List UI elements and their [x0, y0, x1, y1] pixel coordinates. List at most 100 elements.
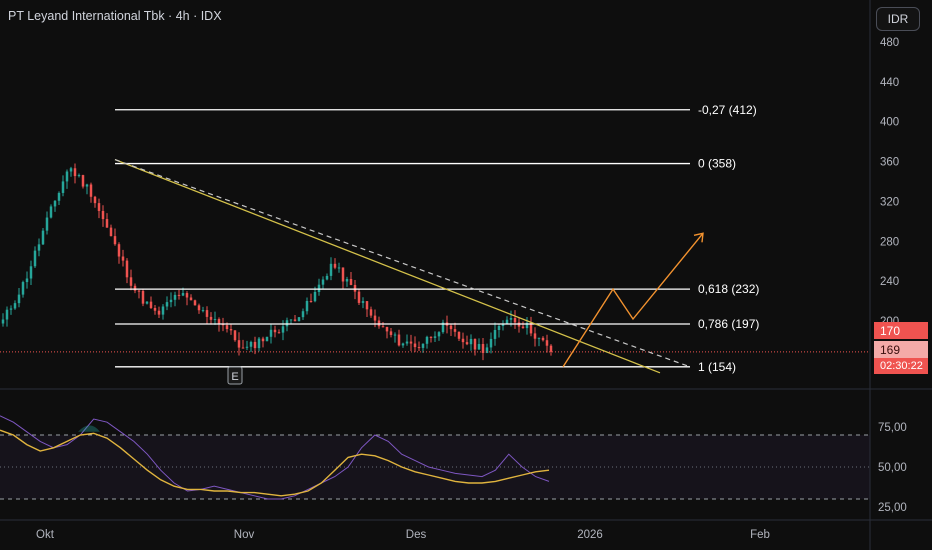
candle-body — [421, 343, 425, 348]
candle-body — [409, 341, 413, 344]
candle-body — [533, 333, 537, 339]
time-tick-label: Feb — [750, 529, 770, 541]
candle-body — [297, 317, 301, 322]
candle-body — [13, 303, 17, 309]
candle-body — [549, 345, 553, 352]
candle-body — [313, 291, 317, 302]
candle-body — [157, 310, 161, 315]
rsi-tick-label: 75,00 — [878, 422, 907, 434]
candle-body — [293, 319, 297, 322]
candle-body — [5, 309, 9, 320]
rsi-tick-label: 25,00 — [878, 502, 907, 514]
candle-body — [205, 310, 209, 317]
candle-body — [361, 301, 365, 303]
candle-body — [81, 175, 85, 187]
candle-body — [245, 346, 249, 348]
candle-body — [141, 290, 145, 304]
candle-body — [529, 322, 533, 334]
candle-body — [93, 196, 97, 204]
time-tick-label: Okt — [36, 529, 55, 541]
candle-body — [329, 263, 333, 276]
candle-body — [393, 334, 397, 336]
candle-body — [281, 326, 285, 333]
time-tick-label: Nov — [234, 529, 255, 541]
candle-body — [417, 347, 421, 349]
price-tick-label: 280 — [880, 236, 899, 248]
candle-body — [197, 305, 201, 311]
axes: 48044040036032028024020075,0050,0025,00O… — [36, 37, 907, 541]
candle-body — [489, 338, 493, 348]
candle-body — [201, 310, 205, 312]
currency-button[interactable]: IDR — [876, 7, 920, 31]
candle-body — [73, 168, 77, 177]
candle-body — [233, 330, 237, 341]
candle-body — [289, 319, 293, 321]
candle-body — [181, 293, 185, 296]
trendline-solid — [114, 158, 661, 374]
candle-body — [229, 329, 233, 331]
candle-body — [349, 279, 353, 285]
candle-body — [45, 217, 49, 231]
candle-body — [37, 244, 41, 251]
candle-body — [477, 344, 481, 350]
candle-body — [61, 181, 65, 193]
candle-body — [241, 347, 245, 349]
candle-body — [41, 230, 45, 245]
event-marker-box — [227, 366, 243, 385]
candle-body — [273, 329, 277, 333]
candle-body — [133, 285, 137, 291]
trendlines: E — [114, 158, 704, 385]
candle-body — [545, 340, 549, 346]
candle-body — [541, 337, 545, 341]
candle-body — [485, 347, 489, 353]
candle-body — [193, 300, 197, 306]
price-tick-label: 240 — [880, 276, 899, 288]
candle-body — [301, 311, 305, 318]
candle-body — [385, 326, 389, 332]
candle-body — [69, 168, 73, 172]
candle-body — [337, 267, 341, 269]
candle-body — [149, 301, 153, 308]
candle-body — [121, 256, 125, 261]
candle-body — [189, 297, 193, 301]
candle-body — [217, 319, 221, 325]
fib-level-label: 0,786 (197) — [698, 317, 759, 331]
candlestick-series — [0, 163, 870, 361]
candle-body — [85, 184, 89, 187]
candle-body — [1, 319, 5, 324]
candle-body — [269, 329, 273, 337]
candle-body — [77, 175, 81, 177]
rsi-tick-label: 50,00 — [878, 462, 907, 474]
rsi-overbought-fill — [78, 425, 100, 432]
rsi-indicator — [0, 415, 870, 500]
candle-body — [497, 326, 501, 330]
event-marker-label: E — [231, 371, 238, 383]
candle-body — [357, 291, 361, 303]
candle-body — [481, 344, 485, 353]
price-badge-countdown: 02:30:22 — [874, 358, 928, 374]
candle-body — [305, 300, 309, 312]
candle-body — [145, 301, 149, 304]
price-badge-upper: 170 — [874, 322, 928, 339]
candle-body — [389, 331, 393, 335]
candle-body — [9, 308, 13, 310]
candle-body — [261, 338, 265, 342]
candle-body — [21, 282, 25, 295]
fibonacci-levels: -0,27 (412) 0 (358) 0,618 (232) 0,786 (197)… — [115, 103, 759, 374]
candle-body — [137, 290, 141, 292]
fib-level-label: 0 (358) — [698, 157, 736, 171]
candle-body — [381, 326, 385, 328]
price-tick-label: 480 — [880, 37, 899, 49]
candle-body — [365, 301, 369, 310]
candle-body — [125, 260, 129, 278]
projection-path — [562, 232, 704, 368]
candle-body — [265, 336, 269, 342]
trendline-dashed — [114, 159, 691, 368]
candle-body — [341, 267, 345, 282]
candle-body — [509, 318, 513, 320]
candle-body — [113, 236, 117, 245]
candle-body — [33, 250, 37, 267]
candle-body — [277, 332, 281, 334]
candle-body — [105, 219, 109, 228]
